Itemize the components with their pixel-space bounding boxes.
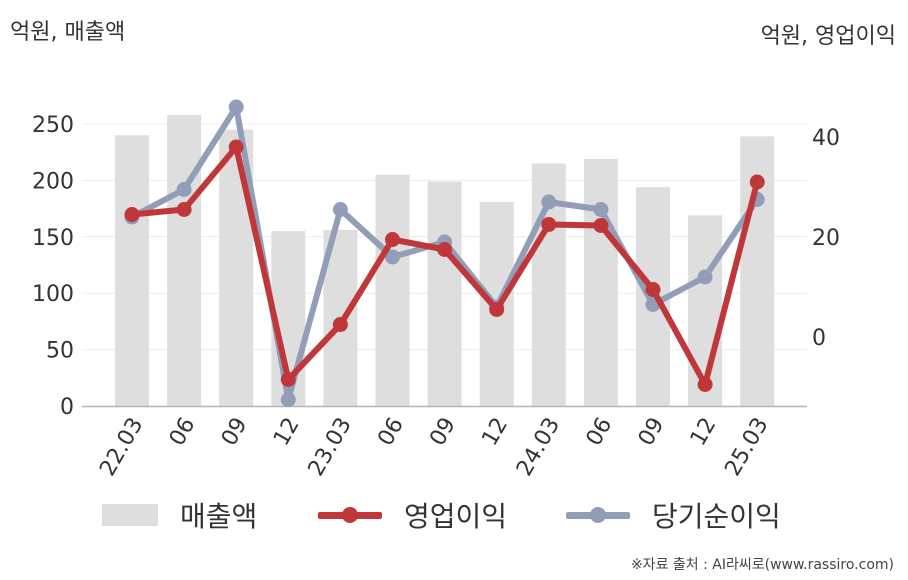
revenue-bar [583,158,618,406]
legend-swatch-revenue [102,504,158,526]
legend-label-net-income: 당기순이익 [652,500,781,533]
revenue-bar [167,114,202,406]
x-tick-label: 23.03 [304,414,357,481]
x-tick-label: 12 [477,414,513,451]
operating-profit-point [332,317,348,332]
operating-profit-point [593,218,609,233]
operating-profit-point [385,232,400,247]
left-axis-ticks: 0 50 100 150 200 250 [32,113,74,420]
left-axis-unit-label: 억원, 매출액 [10,20,126,45]
operating-profit-point [749,174,765,190]
data-source: ※자료 출처 : AI라씨로(www.rassiro.com) [630,557,894,573]
left-tick-label: 100 [32,282,74,307]
left-tick-label: 200 [32,169,74,194]
operating-profit-point [541,217,557,232]
revenue-bars [115,114,775,406]
x-tick-label: 25.03 [720,414,773,481]
x-tick-label: 12 [269,414,305,451]
net-income-point [332,202,348,217]
legend-swatch-operating-profit [318,504,382,526]
x-tick-label: 06 [582,414,618,451]
legend-label-operating-profit: 영업이익 [404,500,508,533]
x-tick-label: 09 [425,414,461,451]
net-income-point [541,194,557,210]
right-axis-unit-label: 억원, 영업이익 [760,24,896,49]
revenue-bar [375,174,410,406]
right-tick-label: 0 [812,326,826,351]
left-tick-label: 250 [32,113,74,138]
operating-profit-point [176,202,192,217]
operating-profit-point [124,207,140,222]
x-tick-label: 22.03 [95,414,148,481]
legend-item-operating-profit[interactable]: 영업이익 [318,495,507,535]
net-income-point [697,269,713,285]
legend-swatch-net-income [566,504,630,526]
x-tick-label: 24.03 [512,414,565,481]
x-tick-label: 09 [634,414,670,451]
legend-item-revenue[interactable]: 매출액 [102,495,257,535]
x-tick-label: 06 [165,414,201,451]
left-tick-label: 0 [60,395,74,420]
net-income-point [593,202,609,217]
right-axis-ticks: 0 20 40 [812,126,840,351]
x-tick-label: 06 [373,414,409,451]
left-tick-label: 150 [32,226,74,251]
operating-profit-point [228,139,244,155]
operating-profit-point [645,282,661,297]
revenue-bar [115,135,149,406]
right-tick-label: 40 [812,126,840,151]
revenue-bar [427,181,462,406]
operating-profit-point [437,242,453,257]
operating-profit-point [489,302,505,317]
net-income-point [385,249,400,265]
left-tick-label: 50 [46,339,74,364]
operating-profit-point [280,372,296,387]
right-tick-label: 20 [812,226,840,251]
legend-label-revenue: 매출액 [180,500,258,533]
net-income-point [280,392,296,407]
x-tick-label: 12 [686,414,722,451]
operating-profit-point [697,377,713,392]
legend-item-net-income[interactable]: 당기순이익 [566,495,781,535]
net-income-point [228,99,244,115]
x-tick-label: 09 [217,414,253,451]
profit-lines [124,99,765,407]
net-income-point [176,182,192,197]
legend: 매출액 영업이익 당기순이익 [0,495,908,535]
